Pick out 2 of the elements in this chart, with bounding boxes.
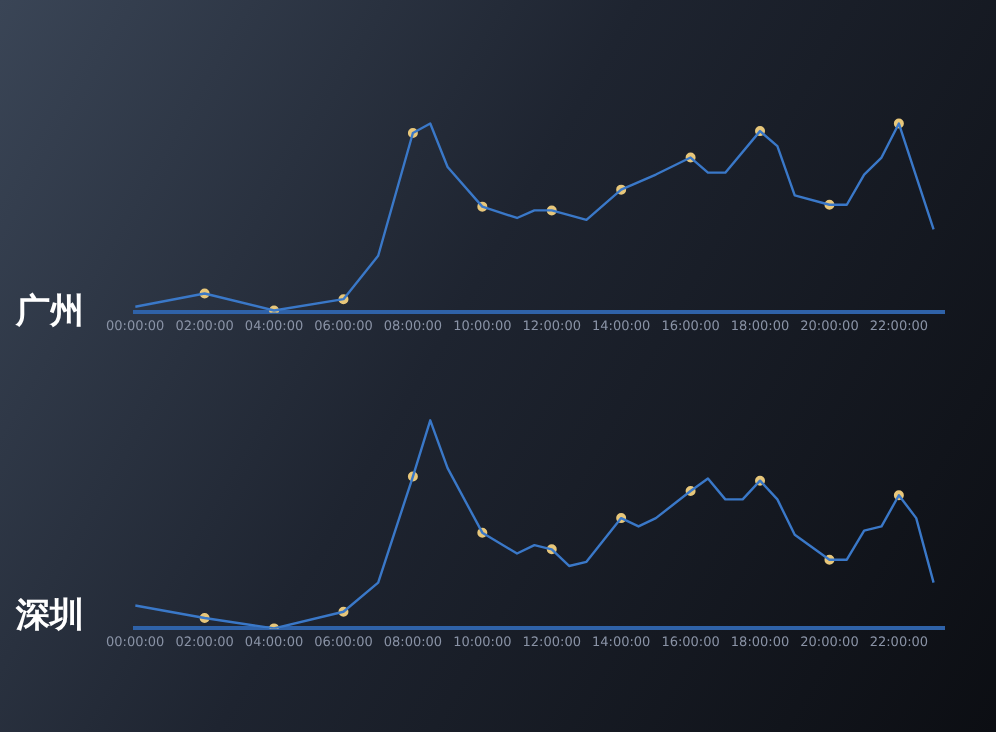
text: 深圳 (16, 594, 84, 638)
text: 广州 (16, 290, 84, 334)
